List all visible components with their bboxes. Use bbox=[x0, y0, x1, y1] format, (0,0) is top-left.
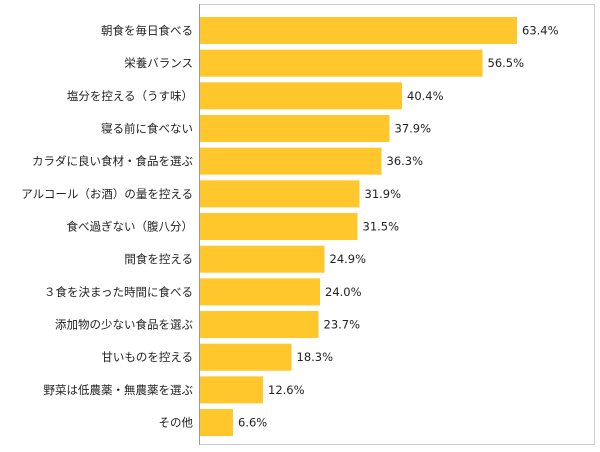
bar bbox=[200, 245, 325, 273]
bar bbox=[200, 311, 319, 339]
bar bbox=[200, 409, 233, 437]
value-label: 18.3% bbox=[297, 350, 334, 364]
bar bbox=[200, 17, 517, 44]
value-label: 23.7% bbox=[324, 318, 361, 332]
category-label: 甘いものを控える bbox=[101, 350, 193, 364]
value-label: 24.9% bbox=[330, 252, 367, 266]
bar bbox=[200, 278, 320, 306]
bar bbox=[200, 82, 402, 110]
bar bbox=[200, 49, 483, 77]
category-label: ３食を決まった時間に食べる bbox=[44, 285, 193, 299]
value-label: 12.6% bbox=[268, 383, 305, 397]
category-label: 添加物の少ない食品を選ぶ bbox=[55, 318, 193, 332]
category-label: 食べ過ぎない（腹八分） bbox=[67, 220, 194, 234]
bar bbox=[200, 376, 263, 404]
category-label: 塩分を控える（うす味） bbox=[67, 89, 193, 103]
value-label: 63.4% bbox=[522, 24, 559, 38]
category-label: 朝食を毎日食べる bbox=[101, 24, 193, 38]
value-label: 6.6% bbox=[238, 416, 267, 430]
category-label: その他 bbox=[159, 416, 194, 430]
bar bbox=[200, 115, 390, 143]
category-label: 間食を控える bbox=[124, 252, 193, 266]
category-label: カラダに良い食材・食品を選ぶ bbox=[32, 154, 193, 168]
bar bbox=[200, 180, 360, 208]
value-label: 36.3% bbox=[387, 154, 424, 168]
bar bbox=[200, 213, 358, 241]
category-label: 野菜は低農薬・無農薬を選ぶ bbox=[44, 383, 194, 397]
bar bbox=[200, 343, 292, 371]
value-label: 24.0% bbox=[325, 285, 362, 299]
bar bbox=[200, 147, 382, 175]
value-label: 37.9% bbox=[395, 122, 432, 136]
value-label: 40.4% bbox=[407, 89, 444, 103]
category-label: 寝る前に食べない bbox=[101, 122, 193, 136]
category-label: アルコール（お酒）の量を控える bbox=[21, 187, 193, 201]
value-label: 31.9% bbox=[365, 187, 402, 201]
value-label: 56.5% bbox=[488, 56, 525, 70]
category-label: 栄養バランス bbox=[124, 56, 193, 70]
value-label: 31.5% bbox=[363, 220, 400, 234]
